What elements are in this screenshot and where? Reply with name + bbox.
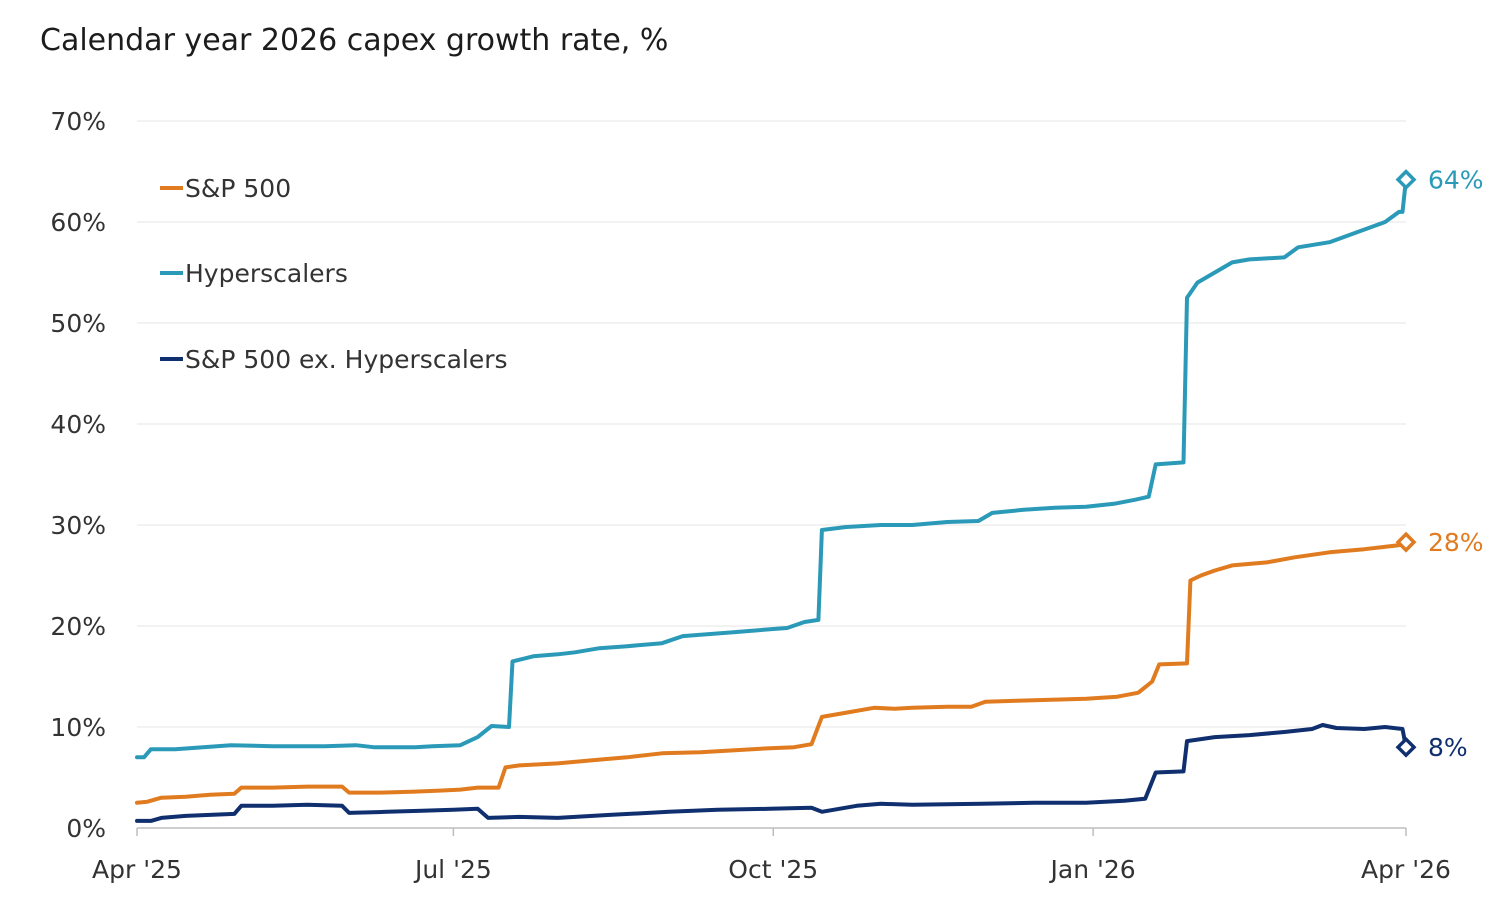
end-markers: 28% 64% 8% [1395,166,1484,762]
y-tick-label: 40% [50,410,106,439]
end-label-1: 64% [1428,166,1484,195]
y-tick-label: 0% [66,814,106,843]
series-line-0 [135,540,1408,805]
x-tick-label: Jan '26 [1049,855,1136,884]
end-marker-2 [1395,736,1417,758]
series-line-1 [135,177,1408,760]
x-tick-label: Apr '25 [92,855,182,884]
x-tick-label: Apr '26 [1361,855,1451,884]
legend-label-2: S&P 500 ex. Hyperscalers [185,345,508,374]
x-tick-label: Jul '25 [413,855,492,884]
end-label-2: 8% [1428,733,1468,762]
end-marker-0 [1395,531,1417,553]
y-tick-label: 60% [50,208,106,237]
grid [137,120,1406,728]
y-tick-label: 30% [50,511,106,540]
legend-label-0: S&P 500 [185,174,291,203]
end-marker-1 [1395,169,1417,191]
x-axis: Apr '25 Jul '25 Oct '25 Jan '26 Apr '26 [92,827,1451,884]
legend-label-1: Hyperscalers [185,259,348,288]
y-tick-label: 10% [50,713,106,742]
chart-title: Calendar year 2026 capex growth rate, % [40,23,668,58]
y-tick-label: 20% [50,612,106,641]
y-tick-label: 50% [50,309,106,338]
legend: S&P 500 Hyperscalers S&P 500 ex. Hyperscal… [160,174,508,374]
plot-area [135,177,1408,823]
x-tick-label: Oct '25 [728,855,818,884]
y-tick-label: 70% [50,107,106,136]
y-axis: 0% 10% 20% 30% 40% 50% 60% 70% [50,107,106,843]
series-line-2 [135,723,1408,823]
end-label-0: 28% [1428,528,1484,557]
